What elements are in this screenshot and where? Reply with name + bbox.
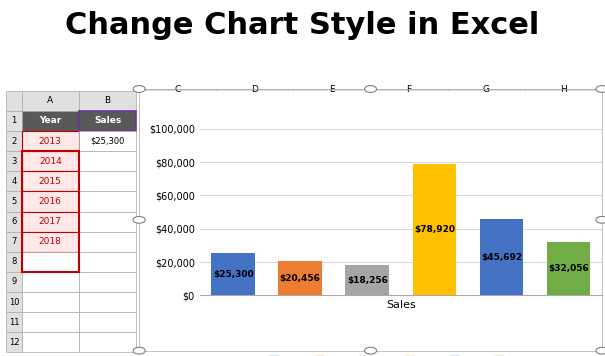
Bar — [22, 332, 79, 352]
Bar — [6, 111, 22, 131]
Bar — [22, 312, 79, 332]
Text: A: A — [47, 96, 53, 105]
Bar — [79, 211, 136, 232]
Bar — [278, 261, 322, 295]
Bar — [6, 232, 22, 252]
Bar — [6, 312, 22, 332]
Text: Change Chart Style in Excel: Change Chart Style in Excel — [65, 11, 540, 40]
Text: 12: 12 — [8, 338, 19, 347]
X-axis label: Sales: Sales — [386, 300, 416, 310]
Bar — [413, 164, 456, 295]
Bar — [6, 332, 22, 352]
Text: 2018: 2018 — [39, 237, 62, 246]
Text: $45,692: $45,692 — [481, 253, 522, 262]
Text: 8: 8 — [11, 257, 16, 266]
Circle shape — [596, 216, 605, 223]
Circle shape — [365, 85, 376, 93]
Circle shape — [365, 347, 376, 354]
Bar — [79, 292, 136, 312]
Bar — [22, 232, 79, 252]
Bar — [6, 131, 22, 151]
Bar — [480, 219, 523, 295]
Text: C: C — [175, 85, 181, 94]
Bar — [22, 111, 79, 131]
Text: 7: 7 — [11, 237, 16, 246]
Bar — [22, 272, 79, 292]
Text: $20,456: $20,456 — [280, 274, 321, 283]
Circle shape — [133, 216, 145, 223]
Circle shape — [596, 85, 605, 93]
Text: $25,300: $25,300 — [213, 270, 253, 279]
Bar — [6, 272, 22, 292]
Bar — [525, 89, 602, 90]
Text: 2015: 2015 — [39, 177, 62, 186]
Text: D: D — [252, 85, 258, 94]
Bar — [6, 171, 22, 192]
Bar — [79, 91, 136, 111]
Bar — [22, 151, 79, 272]
Bar — [22, 131, 79, 151]
Bar — [22, 292, 79, 312]
Text: 2014: 2014 — [39, 157, 62, 166]
Bar — [370, 89, 448, 90]
Bar — [22, 192, 79, 211]
Bar — [22, 91, 79, 111]
Bar — [79, 151, 136, 171]
Bar — [6, 192, 22, 211]
Bar — [211, 253, 255, 295]
Bar — [547, 242, 590, 295]
Text: G: G — [483, 85, 490, 94]
Text: $78,920: $78,920 — [414, 225, 455, 234]
Bar — [22, 252, 79, 272]
Bar — [22, 171, 79, 192]
Circle shape — [133, 85, 145, 93]
Text: 2013: 2013 — [39, 137, 62, 146]
Bar — [79, 252, 136, 272]
Text: 9: 9 — [11, 277, 16, 287]
Text: F: F — [407, 85, 411, 94]
Text: 4: 4 — [11, 177, 16, 186]
Text: H: H — [560, 85, 567, 94]
Bar — [139, 89, 217, 90]
Text: 1: 1 — [11, 116, 16, 125]
Bar — [345, 265, 389, 295]
Circle shape — [133, 347, 145, 354]
Text: 10: 10 — [8, 298, 19, 307]
Text: E: E — [329, 85, 335, 94]
Bar — [79, 192, 136, 211]
Bar — [6, 211, 22, 232]
Bar — [217, 89, 293, 90]
Bar — [6, 91, 22, 111]
Circle shape — [596, 347, 605, 354]
Text: 5: 5 — [11, 197, 16, 206]
Legend: 2013, 2014, 2015, 2016, 2017, 2018: 2013, 2014, 2015, 2016, 2017, 2018 — [265, 352, 537, 356]
Bar — [448, 89, 525, 90]
Text: B: B — [105, 96, 111, 105]
Bar — [22, 211, 79, 232]
Text: 2: 2 — [11, 137, 16, 146]
Text: 11: 11 — [8, 318, 19, 327]
Bar — [293, 89, 370, 90]
Text: 2017: 2017 — [39, 217, 62, 226]
Text: Year: Year — [39, 116, 61, 125]
Text: 2016: 2016 — [39, 197, 62, 206]
Bar — [79, 111, 136, 131]
Text: 3: 3 — [11, 157, 16, 166]
Bar — [79, 332, 136, 352]
Bar — [79, 312, 136, 332]
Text: $18,256: $18,256 — [347, 276, 388, 285]
Bar — [79, 131, 136, 151]
Bar — [6, 252, 22, 272]
Bar — [22, 151, 79, 171]
Text: 6: 6 — [11, 217, 16, 226]
Text: $32,056: $32,056 — [548, 264, 589, 273]
Bar — [79, 232, 136, 252]
Text: $25,300: $25,300 — [90, 137, 125, 146]
Bar — [6, 151, 22, 171]
Bar — [79, 171, 136, 192]
Text: Sales: Sales — [94, 116, 121, 125]
Bar — [79, 272, 136, 292]
Bar — [6, 292, 22, 312]
